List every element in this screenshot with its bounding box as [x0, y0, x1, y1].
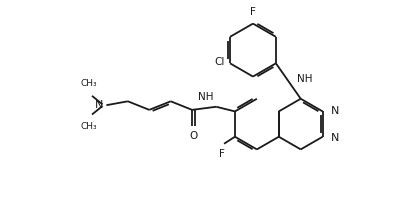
Text: CH₃: CH₃ — [81, 122, 97, 131]
Text: F: F — [219, 149, 225, 159]
Text: Cl: Cl — [214, 57, 224, 67]
Text: CH₃: CH₃ — [81, 79, 97, 89]
Text: NH: NH — [198, 92, 213, 102]
Text: F: F — [250, 7, 256, 16]
Text: O: O — [189, 131, 198, 141]
Text: N: N — [331, 133, 340, 143]
Text: N: N — [95, 100, 103, 110]
Text: NH: NH — [297, 74, 312, 84]
Text: N: N — [331, 106, 340, 116]
